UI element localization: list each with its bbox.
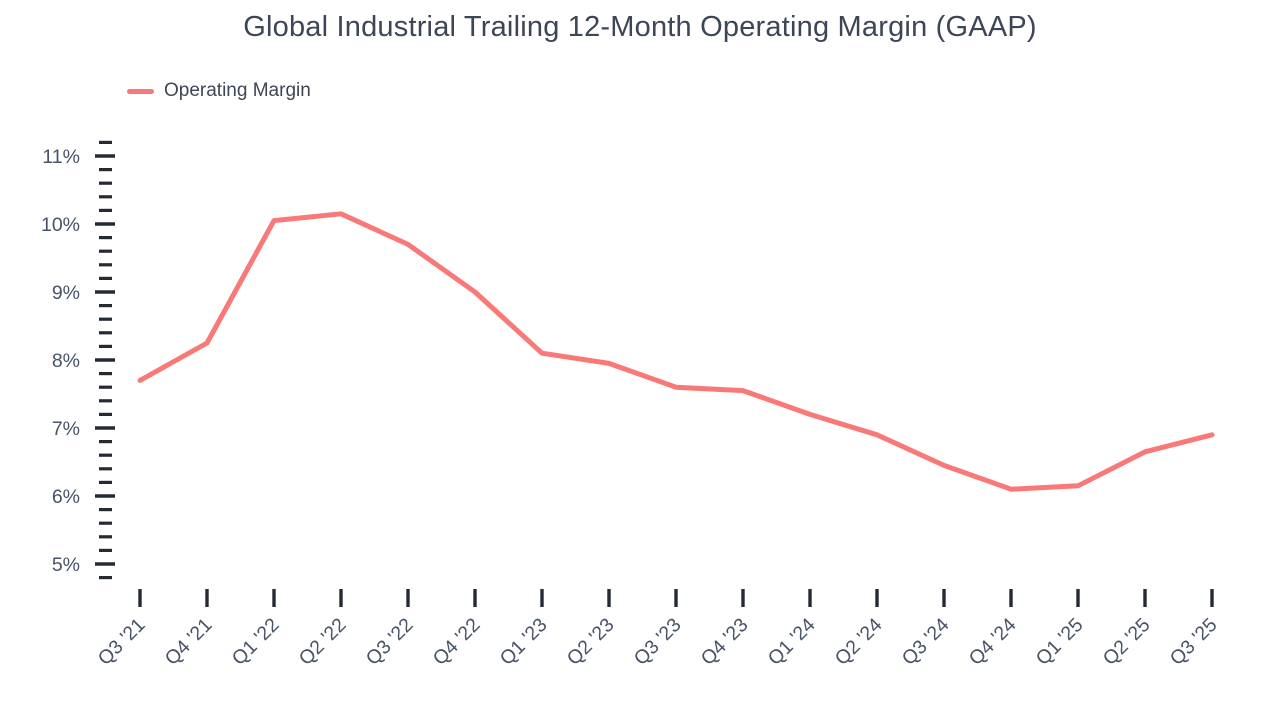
x-tick-label: Q3 '22 [362,614,418,670]
x-tick-label: Q1 '23 [496,614,552,670]
x-tick-label: Q4 '21 [161,614,217,670]
legend: Operating Margin [127,80,311,102]
x-tick-label: Q1 '25 [1032,614,1088,670]
chart-title: Global Industrial Trailing 12-Month Oper… [243,11,1037,43]
x-tick-label: Q2 '25 [1099,614,1155,670]
x-tick-label: Q3 '24 [898,614,954,670]
y-tick-label: 9% [52,282,80,304]
x-tick-label: Q4 '23 [697,614,753,670]
y-tick-label: 7% [52,418,80,440]
operating-margin-line [137,211,1215,492]
y-tick-label: 11% [42,146,80,168]
y-tick-label: 10% [41,214,80,236]
x-tick-label: Q1 '22 [228,614,284,670]
y-tick-label: 8% [52,350,80,372]
x-tick-label: Q4 '22 [429,614,485,670]
x-tick-label: Q3 '21 [94,614,150,670]
x-tick-label: Q1 '24 [764,614,820,670]
y-tick-label: 6% [52,486,80,508]
x-tick-label: Q4 '24 [965,614,1021,670]
legend-label: Operating Margin [164,80,311,101]
y-tick-label: 5% [52,554,80,576]
x-tick-label: Q3 '23 [630,614,686,670]
legend-line-swatch [127,88,154,94]
x-tick-label: Q2 '22 [295,614,351,670]
x-tick-label: Q2 '24 [831,614,887,670]
x-tick-label: Q3 '25 [1166,614,1222,670]
x-tick-label: Q2 '23 [563,614,619,670]
